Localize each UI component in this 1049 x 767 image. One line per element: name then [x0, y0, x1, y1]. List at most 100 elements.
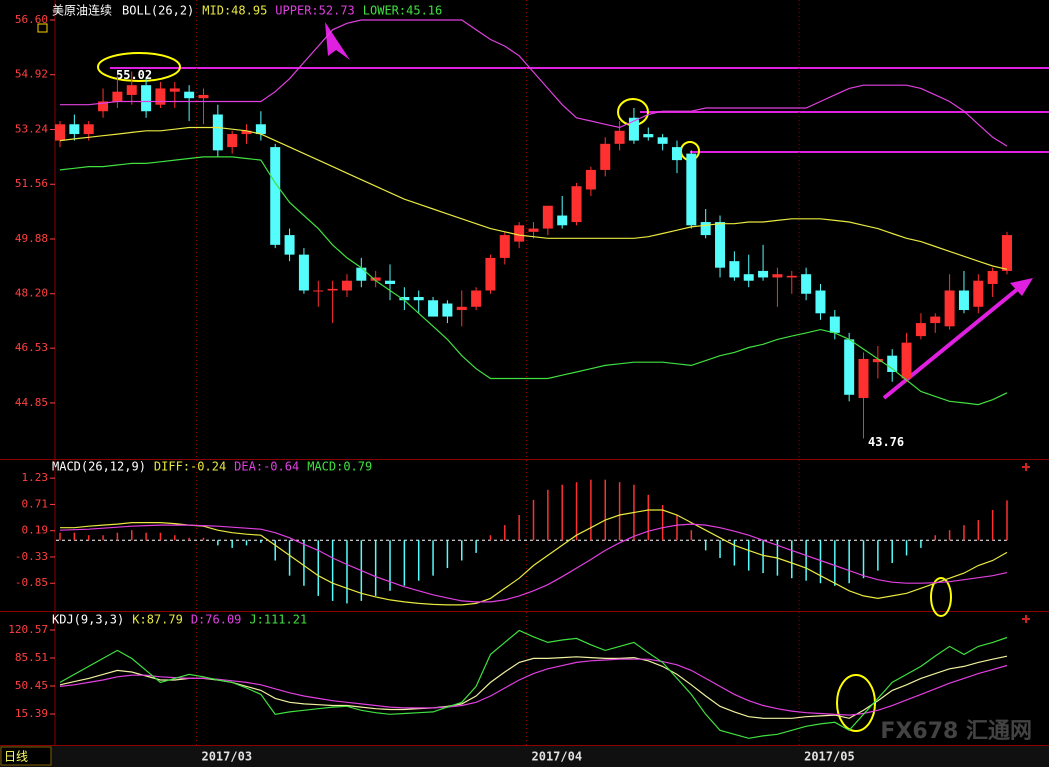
candle-body [198, 94, 209, 99]
candle-body [772, 274, 783, 278]
y-tick-label: 15.39 [15, 707, 48, 720]
candle-body [657, 137, 668, 144]
candle-body [485, 257, 496, 291]
legend-text: KDJ(9,3,3) [52, 613, 124, 627]
candle-body [313, 290, 324, 292]
panel-frames [0, 0, 1049, 746]
candle-body [643, 134, 654, 138]
candle-body [69, 124, 80, 135]
candle-body [930, 316, 941, 324]
low-label: 43.76 [868, 435, 904, 449]
y-tick-label: 56.60 [15, 13, 48, 26]
period: 日线 [4, 750, 28, 764]
y-tick-label: 48.20 [15, 287, 48, 300]
candle-body [973, 280, 984, 307]
candle-body [356, 267, 367, 281]
candle-body [901, 342, 912, 379]
candle-body [514, 225, 525, 242]
series-line [60, 19, 1008, 147]
candle-body [915, 323, 926, 337]
panel-icons [1022, 463, 1030, 623]
y-tick-label: 44.85 [15, 396, 48, 409]
candle-body [729, 261, 740, 278]
candle-body [872, 358, 883, 363]
candle-body [428, 300, 439, 317]
candle-body [944, 290, 955, 327]
candle-body [858, 358, 869, 399]
candle-body [585, 169, 596, 190]
candle-body [98, 101, 109, 112]
legend-text: MID:48.95 [202, 4, 267, 18]
candle-body [557, 215, 568, 226]
candle-body [442, 303, 453, 317]
x-tick-label: 2017/05 [804, 750, 855, 764]
candle-body [141, 85, 152, 112]
legend-text: MACD:0.79 [307, 460, 372, 474]
candle-body [700, 222, 711, 236]
candle-body [958, 290, 969, 311]
candle-body [399, 297, 410, 301]
ellipse [97, 52, 181, 82]
candle-body [255, 124, 266, 135]
candle-body [55, 124, 65, 141]
series-line [59, 523, 1008, 603]
y-tick-label: -0.33 [15, 550, 48, 563]
high-label: 55.02 [116, 68, 152, 82]
series-line [60, 509, 1008, 606]
legend-text: LOWER:45.16 [363, 4, 442, 18]
legend-text: DEA:-0.64 [234, 460, 299, 474]
y-tick-label: 0.19 [22, 524, 49, 537]
watermark: FX678 汇通网 [880, 719, 1032, 744]
y-tick-label: 46.53 [15, 341, 48, 354]
candle-body [829, 316, 840, 333]
candle-body [499, 235, 510, 258]
candle-body [801, 274, 812, 294]
candle-body [1002, 235, 1012, 271]
legend-text: D:76.09 [191, 613, 242, 627]
y-tick-label: 50.45 [15, 679, 48, 692]
y-tick-label: 120.57 [8, 623, 48, 636]
marker-icon [37, 23, 48, 33]
legend-text: MACD(26,12,9) [52, 460, 146, 474]
candle-body [786, 275, 797, 278]
date-axis [0, 746, 1049, 767]
y-tick-label: 53.24 [15, 122, 48, 135]
candle-body [715, 222, 726, 268]
candle-body [528, 228, 539, 232]
candle-body [370, 277, 381, 281]
y-tick-label: -0.85 [15, 576, 48, 589]
candle-body [83, 124, 94, 135]
candle-body [112, 91, 123, 102]
candle-body [758, 270, 769, 278]
candle-body [184, 91, 195, 99]
candle-body [686, 153, 697, 226]
drawn-lines [110, 67, 1049, 400]
candle-body [155, 88, 166, 105]
candle-body [600, 143, 611, 170]
chart-title: 美原油连续 [52, 3, 112, 18]
icon [1025, 615, 1027, 623]
candle-body [671, 147, 682, 161]
y-tick-label: 0.71 [22, 497, 49, 510]
arrow-line [882, 281, 1027, 400]
candle-body [628, 117, 639, 141]
candle-body [212, 114, 223, 151]
candle-body [284, 235, 295, 255]
y-tick-label: 51.56 [15, 177, 48, 190]
candle-body [227, 134, 238, 148]
candle-body [241, 130, 252, 135]
candle-body [844, 339, 855, 395]
series-line [59, 156, 1008, 406]
candle-body [169, 88, 180, 92]
candle-body [413, 297, 424, 301]
candle-body [456, 306, 467, 311]
arrow-head [1010, 278, 1033, 296]
y-tick-label: 54.92 [15, 68, 48, 81]
legend-text: J:111.21 [249, 613, 307, 627]
y-tick-label: 49.88 [15, 232, 48, 245]
legend-text: K:87.79 [132, 613, 183, 627]
candle-body [341, 280, 352, 291]
